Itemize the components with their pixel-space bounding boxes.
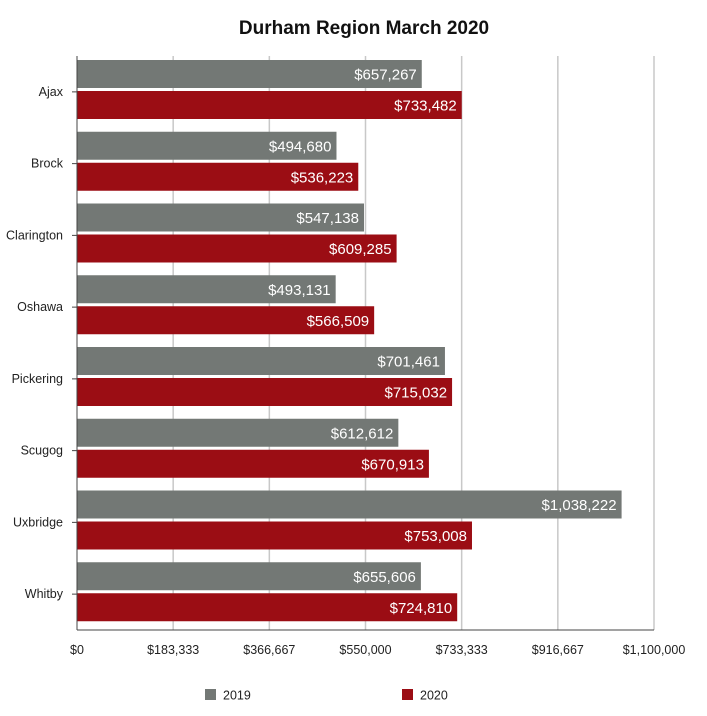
data-label: $612,612 <box>331 425 394 442</box>
bar-2019-ajax <box>77 60 422 88</box>
bar-2020-scugog <box>77 449 429 478</box>
category-label: Uxbridge <box>13 515 63 529</box>
bar-2020-brock <box>77 162 359 191</box>
data-label: $753,008 <box>404 528 467 545</box>
data-label: $733,482 <box>394 98 457 115</box>
x-tick-label: $550,000 <box>339 643 391 657</box>
legend-label-2019: 2019 <box>223 689 251 703</box>
chart-title: Durham Region March 2020 <box>239 18 489 39</box>
legend: 2019 2020 <box>205 689 448 703</box>
category-label: Brock <box>31 157 64 171</box>
bar-2020-clarington <box>77 234 397 263</box>
x-tick-label: $183,333 <box>147 643 199 657</box>
bar-2019-uxbridge <box>77 490 622 519</box>
bars-layer: $657,267 $733,482 $494,680 $536,223 $547,138… <box>77 60 622 622</box>
bar-2019-brock <box>77 131 337 160</box>
category-label: Oshawa <box>17 300 63 314</box>
legend-swatch-2019 <box>205 689 216 700</box>
data-label: $566,509 <box>307 313 370 330</box>
data-label: $1,038,222 <box>542 497 617 514</box>
data-label: $701,461 <box>377 354 440 371</box>
x-tick-label: $0 <box>70 643 84 657</box>
x-tick-label: $1,100,000 <box>623 643 686 657</box>
bar-2020-whitby <box>77 593 458 622</box>
category-label: Whitby <box>25 587 64 601</box>
data-label: $494,680 <box>269 138 332 155</box>
data-label: $536,223 <box>291 169 354 186</box>
data-label: $657,267 <box>354 67 417 84</box>
bar-2020-uxbridge <box>77 521 472 550</box>
data-label: $715,032 <box>384 385 447 402</box>
data-label: $670,913 <box>361 456 424 473</box>
bar-2019-scugog <box>77 418 399 447</box>
data-label: $724,810 <box>390 600 453 617</box>
category-label: Ajax <box>39 85 64 99</box>
category-label: Scugog <box>21 444 63 458</box>
x-tick-label: $916,667 <box>532 643 584 657</box>
data-label: $655,606 <box>353 569 416 586</box>
data-label: $493,131 <box>268 282 331 299</box>
legend-label-2020: 2020 <box>420 689 448 703</box>
legend-swatch-2020 <box>402 689 413 700</box>
data-label: $547,138 <box>296 210 359 227</box>
x-tick-label: $366,667 <box>243 643 295 657</box>
category-label: Clarington <box>6 228 63 242</box>
axis-layer: $0 $183,333 $366,667 $550,000 $733,333 $916,6… <box>6 56 685 657</box>
x-tick-label: $733,333 <box>436 643 488 657</box>
bar-2020-oshawa <box>77 306 375 335</box>
bar-2019-oshawa <box>77 275 336 304</box>
bar-2019-pickering <box>77 347 445 375</box>
bar-2020-ajax <box>77 91 462 119</box>
bar-2020-pickering <box>77 378 453 406</box>
category-label: Pickering <box>12 372 63 386</box>
bar-2019-whitby <box>77 562 421 591</box>
data-label: $609,285 <box>329 241 392 258</box>
bar-2019-clarington <box>77 203 364 232</box>
